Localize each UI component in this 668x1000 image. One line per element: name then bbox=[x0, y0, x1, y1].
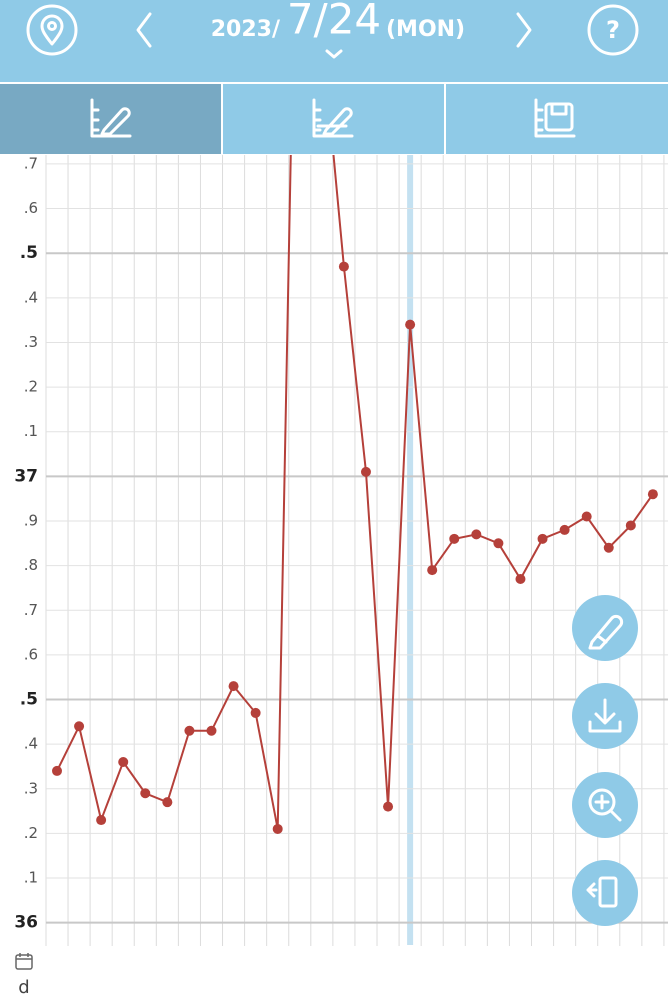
y-tick-label: .6 bbox=[24, 199, 38, 217]
y-tick-label: 37 bbox=[14, 466, 38, 486]
calendar-icon bbox=[15, 953, 33, 970]
svg-text:?: ? bbox=[606, 16, 620, 44]
fab-edit[interactable] bbox=[572, 595, 638, 661]
temperature-point bbox=[427, 565, 438, 576]
axis-labels: .7.6.5.4.3.2.137.9.8.7.6.5.4.3.2.1368149… bbox=[14, 154, 661, 995]
y-tick-label: .2 bbox=[24, 824, 38, 842]
y-tick-label: .1 bbox=[24, 869, 38, 887]
header-weekday: (MON) bbox=[386, 17, 465, 42]
temperature-point bbox=[162, 797, 173, 808]
y-tick-label: .2 bbox=[24, 378, 38, 396]
grid bbox=[0, 155, 668, 1000]
help-button[interactable]: ? bbox=[587, 4, 639, 56]
fab-rotate[interactable] bbox=[572, 860, 638, 926]
temperature-point bbox=[250, 707, 261, 718]
y-tick-label: .7 bbox=[24, 154, 38, 172]
date-dropdown[interactable] bbox=[325, 49, 343, 59]
y-tick-label: .3 bbox=[24, 779, 38, 797]
temperature-point bbox=[118, 757, 129, 768]
next-day[interactable] bbox=[516, 12, 532, 48]
temperature-point bbox=[52, 765, 62, 776]
temperature-point bbox=[537, 533, 548, 544]
temperature-point bbox=[360, 466, 371, 477]
tab[interactable] bbox=[223, 84, 444, 154]
prev-day[interactable] bbox=[136, 12, 152, 48]
temperature-point bbox=[184, 725, 195, 736]
temperature-point bbox=[581, 511, 592, 522]
tab[interactable] bbox=[446, 84, 668, 154]
temperature-point bbox=[96, 815, 107, 826]
temperature-point bbox=[449, 533, 460, 544]
temperature-point bbox=[228, 681, 239, 692]
y-tick-label: .4 bbox=[24, 288, 38, 306]
date-rows bbox=[0, 946, 668, 1000]
temperature-point bbox=[383, 801, 394, 812]
y-tick-label: 36 bbox=[14, 913, 38, 933]
cycle-label: d bbox=[18, 977, 29, 998]
y-tick-label: .5 bbox=[20, 690, 38, 710]
tab-icons bbox=[90, 98, 576, 138]
plot bbox=[52, 155, 658, 834]
fab-zoom[interactable] bbox=[572, 772, 638, 838]
y-tick-label: .8 bbox=[24, 556, 38, 574]
y-tick-label: .7 bbox=[24, 601, 38, 619]
temperature-point bbox=[647, 489, 658, 500]
temperature-point bbox=[272, 823, 283, 834]
y-tick-label: .1 bbox=[24, 422, 38, 440]
header-year: 2023/ bbox=[211, 17, 281, 42]
y-tick-label: .6 bbox=[24, 645, 38, 663]
temperature-point bbox=[603, 542, 614, 553]
y-tick-label: .9 bbox=[24, 511, 38, 529]
tab-selected[interactable] bbox=[0, 84, 221, 154]
temperature-point bbox=[338, 261, 349, 272]
temperature-point bbox=[559, 524, 570, 535]
header-date[interactable]: 7/24 bbox=[287, 0, 381, 44]
temperature-line bbox=[56, 155, 654, 830]
location-button[interactable] bbox=[26, 4, 78, 56]
y-tick-label: .4 bbox=[24, 735, 38, 753]
y-tick-label: .5 bbox=[20, 243, 38, 263]
temperature-point bbox=[471, 529, 482, 540]
y-tick-label: .3 bbox=[24, 333, 38, 351]
temperature-point bbox=[140, 788, 151, 799]
temperature-point bbox=[206, 725, 217, 736]
temperature-point bbox=[74, 721, 85, 732]
temperature-point bbox=[405, 319, 416, 330]
temperature-point bbox=[515, 574, 526, 585]
selected-column bbox=[407, 155, 414, 945]
temperature-point bbox=[625, 520, 636, 531]
header-bar bbox=[0, 0, 668, 82]
temperature-point bbox=[493, 538, 504, 549]
fab-download[interactable] bbox=[572, 683, 638, 749]
